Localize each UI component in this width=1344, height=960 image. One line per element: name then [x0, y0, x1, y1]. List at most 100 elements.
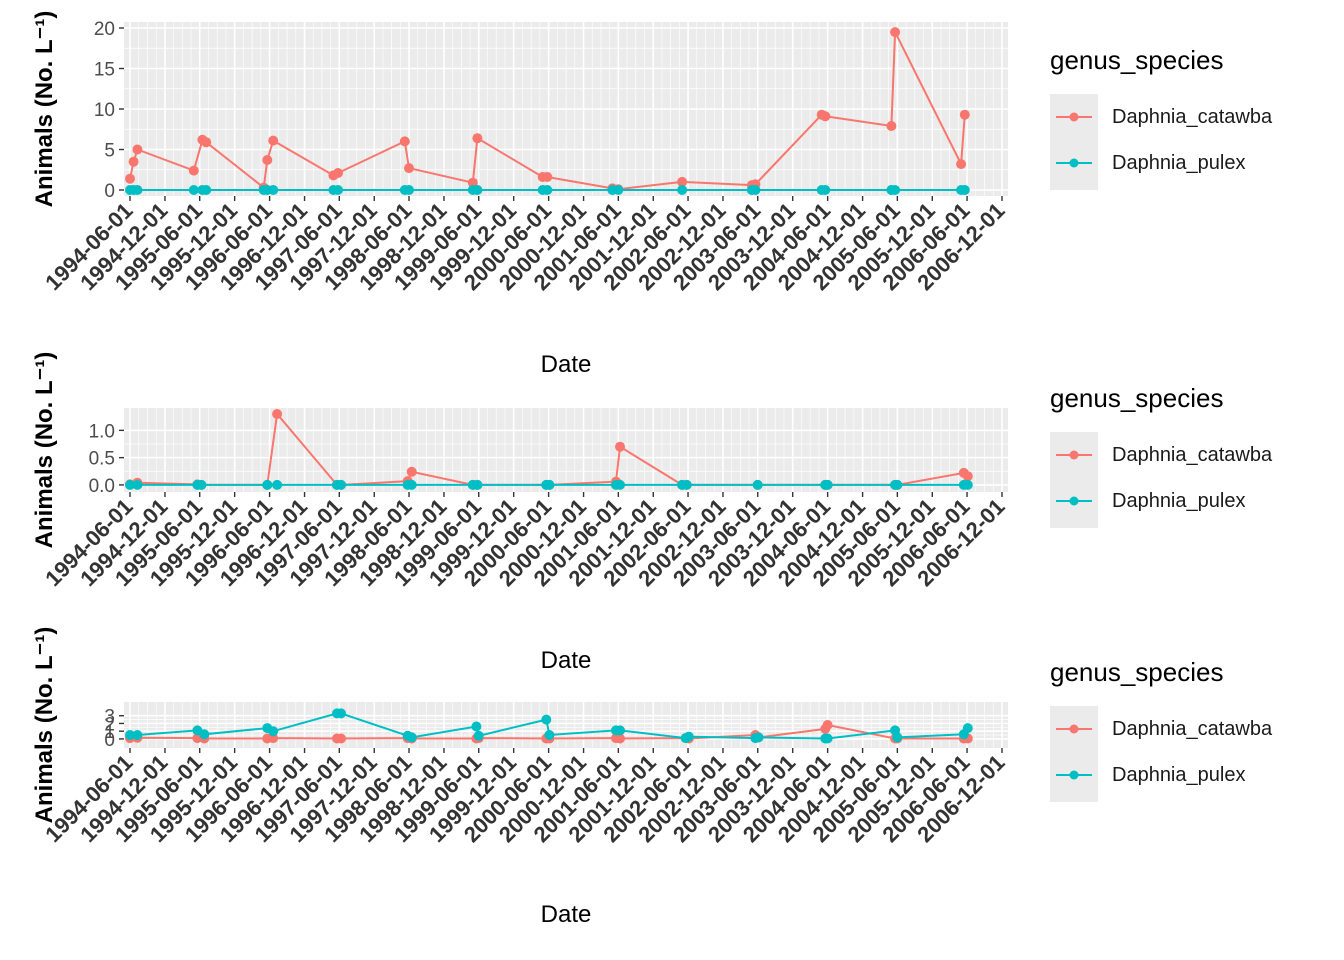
data-point-Daphnia_catawba: [962, 471, 973, 482]
data-point-Daphnia_catawba: [132, 144, 143, 155]
data-point-Daphnia_pulex: [262, 479, 273, 490]
legend-title: genus_species: [1050, 45, 1224, 75]
legend-key-background: [1050, 706, 1098, 802]
data-point-Daphnia_catawba: [188, 165, 199, 176]
data-point-Daphnia_pulex: [962, 479, 973, 490]
data-point-Daphnia_catawba: [542, 172, 553, 182]
data-point-Daphnia_pulex: [188, 185, 199, 195]
data-point-Daphnia_catawba: [125, 173, 135, 184]
data-point-Daphnia_catawba: [615, 733, 625, 744]
data-point-Daphnia_pulex: [959, 185, 970, 195]
data-point-Daphnia_pulex: [336, 479, 346, 490]
data-point-Daphnia_catawba: [820, 111, 831, 122]
x-axis-title: Date: [541, 647, 592, 674]
data-point-Daphnia_pulex: [406, 479, 417, 490]
data-point-Daphnia_catawba: [268, 135, 279, 146]
data-point-Daphnia_catawba: [262, 155, 273, 165]
legend-entry-pulex: Daphnia_pulex: [1050, 478, 1245, 524]
data-point-Daphnia_pulex: [199, 729, 210, 740]
data-point-Daphnia_catawba: [886, 121, 897, 131]
data-point-Daphnia_pulex: [132, 479, 143, 490]
legend-panel-3: genus_species Daphnia_catawba Daphnia_pu…: [1050, 658, 1272, 802]
y-axis-title: Animals (No. L⁻¹): [31, 352, 58, 549]
y-tick-label: 0.0: [89, 476, 115, 497]
data-point-Daphnia_pulex: [406, 732, 417, 743]
legend-entry-catawba: Daphnia_catawba: [1050, 706, 1272, 752]
legend-key-catawba-icon: [1056, 724, 1092, 734]
data-point-Daphnia_catawba: [128, 156, 139, 167]
data-point-Daphnia_pulex: [272, 479, 283, 490]
data-point-Daphnia_pulex: [752, 479, 763, 490]
data-point-Daphnia_pulex: [268, 185, 279, 195]
legend-panel-1: genus_species Daphnia_catawba Daphnia_pu…: [1050, 45, 1272, 190]
y-tick-label: 15: [94, 60, 115, 81]
data-point-Daphnia_catawba: [822, 720, 833, 730]
data-point-Daphnia_catawba: [268, 733, 279, 744]
data-point-Daphnia_catawba: [336, 733, 346, 744]
data-point-Daphnia_pulex: [615, 479, 625, 490]
data-point-Daphnia_pulex: [472, 479, 483, 490]
legend-key-catawba-icon: [1056, 450, 1092, 460]
chart-panel-1: 051015201994-06-011994-12-011995-06-0119…: [31, 11, 1010, 378]
legend-entry-pulex: Daphnia_pulex: [1050, 752, 1245, 798]
legend-key-pulex-icon: [1056, 496, 1092, 506]
data-point-Daphnia_pulex: [820, 185, 831, 195]
data-point-Daphnia_pulex: [892, 479, 903, 490]
data-point-Daphnia_pulex: [681, 479, 692, 490]
y-tick-label: 0: [104, 181, 115, 202]
legend-label: Daphnia_pulex: [1112, 763, 1246, 786]
data-point-Daphnia_pulex: [132, 185, 143, 195]
data-point-Daphnia_pulex: [404, 185, 414, 195]
y-tick-label: 1.0: [89, 421, 115, 442]
data-point-Daphnia_catawba: [272, 409, 283, 419]
data-point-Daphnia_pulex: [613, 185, 624, 195]
data-point-Daphnia_pulex: [333, 185, 343, 195]
data-point-Daphnia_catawba: [890, 27, 901, 38]
data-point-Daphnia_pulex: [822, 733, 833, 744]
legend-title: genus_species: [1050, 383, 1224, 413]
legend-entry-pulex: Daphnia_pulex: [1050, 140, 1245, 186]
data-point-Daphnia_pulex: [542, 185, 553, 195]
y-tick-label: 10: [94, 100, 115, 121]
legend-key-background: [1050, 432, 1098, 528]
legend-key-pulex-icon: [1056, 770, 1092, 780]
data-point-Daphnia_catawba: [333, 168, 343, 178]
data-point-Daphnia_pulex: [473, 730, 484, 741]
data-point-Daphnia_pulex: [822, 479, 833, 490]
data-point-Daphnia_pulex: [132, 730, 143, 740]
data-point-Daphnia_pulex: [753, 732, 764, 743]
data-point-Daphnia_pulex: [125, 479, 135, 490]
legend-label: Daphnia_pulex: [1112, 151, 1246, 174]
data-point-Daphnia_pulex: [615, 725, 625, 736]
y-tick-label: 0.5: [89, 449, 115, 470]
legend-panel-2: genus_species Daphnia_catawba Daphnia_pu…: [1050, 383, 1272, 528]
y-tick-label: 0: [104, 730, 115, 751]
data-point-Daphnia_catawba: [404, 163, 414, 174]
data-point-Daphnia_catawba: [472, 133, 483, 144]
legend-key-catawba-icon: [1056, 112, 1092, 122]
data-point-Daphnia_pulex: [268, 726, 279, 737]
data-point-Daphnia_pulex: [472, 185, 483, 195]
data-point-Daphnia_catawba: [615, 441, 625, 452]
y-tick-label: 1: [104, 722, 115, 743]
data-point-Daphnia_catawba: [959, 109, 970, 120]
y-tick-label: 3: [104, 707, 115, 728]
data-point-Daphnia_pulex: [471, 721, 482, 732]
chart-panel-2: 0.00.51.01994-06-011994-12-011995-06-011…: [31, 352, 1010, 674]
data-point-Daphnia_catawba: [406, 466, 417, 477]
legend-label: Daphnia_catawba: [1112, 105, 1273, 128]
legend-label: Daphnia_catawba: [1112, 443, 1273, 466]
chart-panel-3: 01231994-06-011994-12-011995-06-011995-1…: [31, 627, 1010, 928]
data-point-Daphnia_pulex: [201, 185, 212, 195]
data-point-Daphnia_pulex: [677, 185, 688, 195]
data-point-Daphnia_pulex: [544, 479, 555, 490]
data-point-Daphnia_pulex: [890, 185, 901, 195]
y-tick-label: 2: [104, 714, 115, 735]
data-point-Daphnia_catawba: [399, 136, 410, 147]
data-point-Daphnia_pulex: [541, 714, 552, 725]
data-point-Daphnia_pulex: [683, 731, 694, 742]
data-point-Daphnia_pulex: [962, 723, 973, 734]
x-axis-title: Date: [541, 901, 592, 928]
data-point-Daphnia_pulex: [544, 730, 555, 740]
data-point-Daphnia_catawba: [467, 177, 478, 188]
